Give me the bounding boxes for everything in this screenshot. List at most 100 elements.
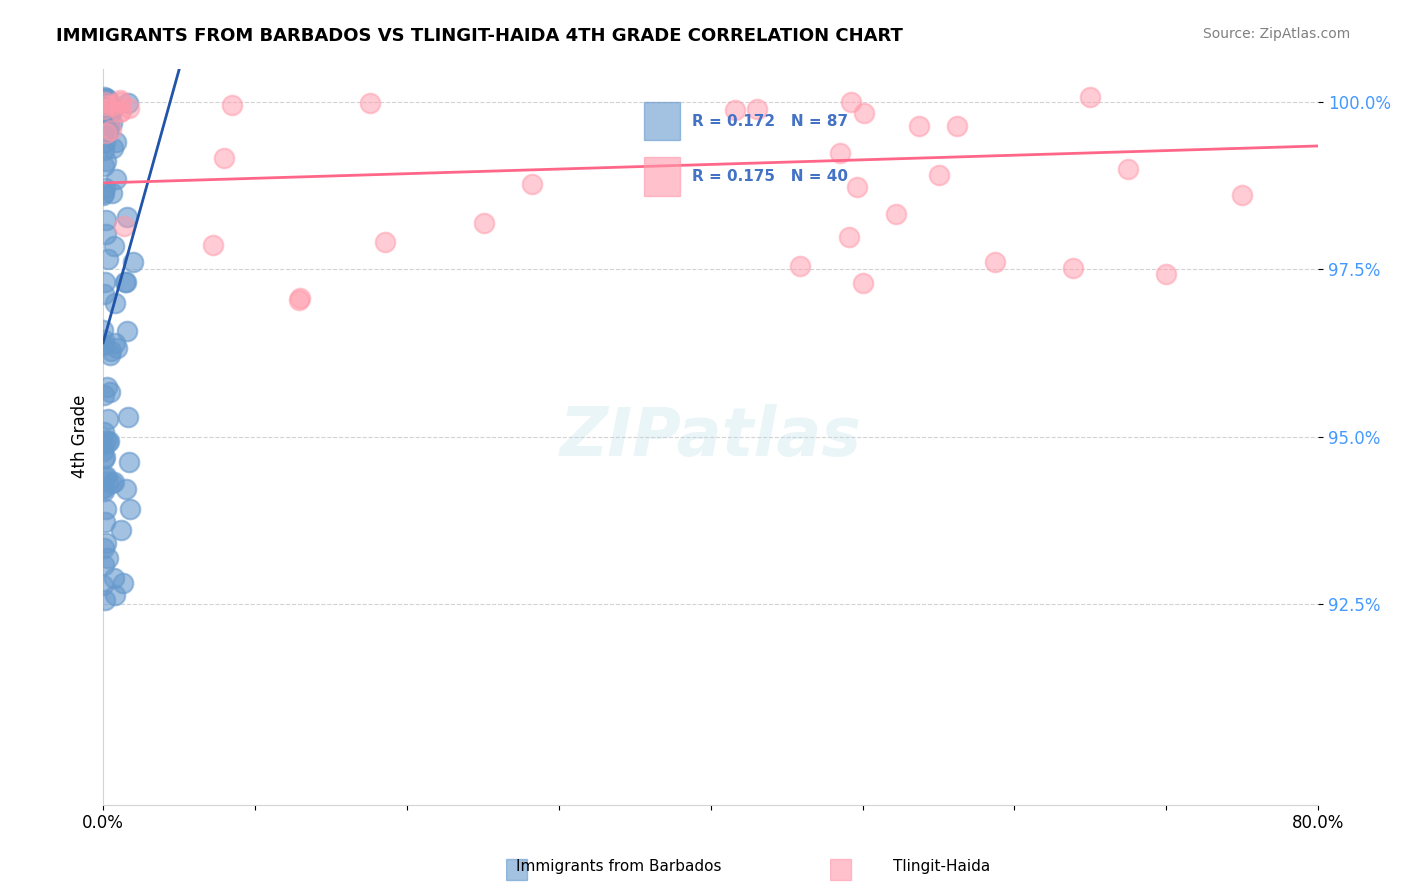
- blue: [91, 188, 114, 202]
- pink: [100, 122, 122, 136]
- blue: [94, 468, 117, 483]
- blue: [122, 255, 145, 269]
- blue: [117, 95, 139, 110]
- blue: [94, 91, 117, 105]
- blue: [103, 475, 125, 489]
- blue: [104, 589, 127, 603]
- pink: [110, 95, 132, 110]
- blue: [103, 141, 125, 155]
- blue: [93, 338, 115, 352]
- blue: [94, 593, 117, 607]
- blue: [98, 107, 121, 121]
- blue: [91, 322, 114, 336]
- blue: [98, 434, 121, 448]
- blue: [94, 117, 117, 131]
- blue: [94, 502, 117, 516]
- pink: [724, 103, 747, 117]
- blue: [117, 325, 139, 339]
- blue: [93, 388, 115, 402]
- blue: [94, 153, 117, 168]
- blue: [93, 558, 115, 572]
- blue: [100, 103, 122, 117]
- pink: [288, 293, 311, 307]
- Text: ZIPatlas: ZIPatlas: [560, 403, 862, 469]
- blue: [97, 474, 120, 488]
- pink: [118, 101, 141, 115]
- Y-axis label: 4th Grade: 4th Grade: [72, 395, 89, 478]
- blue: [94, 470, 117, 484]
- blue: [103, 571, 125, 585]
- pink: [1116, 161, 1139, 176]
- blue: [93, 541, 115, 555]
- blue: [94, 515, 117, 529]
- blue: [97, 124, 120, 138]
- pink: [108, 93, 131, 107]
- pink: [984, 255, 1007, 269]
- blue: [91, 113, 114, 128]
- blue: [93, 481, 115, 495]
- blue: [115, 482, 138, 496]
- pink: [852, 276, 875, 290]
- blue: [93, 90, 115, 104]
- pink: [110, 104, 132, 119]
- blue: [93, 103, 115, 118]
- blue: [91, 111, 114, 125]
- pink: [212, 152, 235, 166]
- blue: [93, 443, 115, 458]
- pink: [96, 98, 118, 112]
- blue: [96, 536, 118, 550]
- blue: [97, 551, 120, 566]
- blue: [118, 455, 141, 469]
- blue: [100, 384, 122, 399]
- blue: [96, 227, 118, 241]
- blue: [93, 100, 115, 114]
- Text: Source: ZipAtlas.com: Source: ZipAtlas.com: [1202, 27, 1350, 41]
- Text: Immigrants from Barbados: Immigrants from Barbados: [516, 859, 721, 874]
- pink: [96, 126, 118, 140]
- pink: [1080, 90, 1102, 104]
- blue: [93, 143, 115, 157]
- pink: [201, 237, 224, 252]
- blue: [96, 98, 118, 112]
- pink: [837, 230, 859, 244]
- blue: [104, 336, 127, 351]
- blue: [117, 409, 139, 424]
- blue: [110, 523, 132, 537]
- pink: [101, 98, 124, 112]
- blue: [94, 212, 117, 227]
- blue: [101, 116, 124, 130]
- blue: [93, 437, 115, 451]
- pink: [1062, 260, 1084, 275]
- blue: [93, 450, 115, 464]
- blue: [103, 239, 125, 253]
- blue: [101, 186, 124, 201]
- blue: [98, 348, 121, 362]
- blue: [94, 109, 117, 123]
- blue: [117, 210, 139, 224]
- blue: [93, 117, 115, 131]
- Text: IMMIGRANTS FROM BARBADOS VS TLINGIT-HAIDA 4TH GRADE CORRELATION CHART: IMMIGRANTS FROM BARBADOS VS TLINGIT-HAID…: [56, 27, 903, 45]
- pink: [221, 98, 243, 112]
- pink: [828, 145, 851, 160]
- pink: [853, 106, 876, 120]
- blue: [96, 379, 118, 393]
- blue: [93, 333, 115, 347]
- blue: [94, 275, 117, 289]
- blue: [91, 578, 114, 592]
- pink: [946, 119, 969, 133]
- blue: [93, 425, 115, 440]
- blue: [93, 159, 115, 173]
- blue: [97, 412, 120, 426]
- blue: [97, 95, 120, 109]
- blue: [94, 181, 117, 195]
- Text: Tlingit-Haida: Tlingit-Haida: [893, 859, 991, 874]
- pink: [839, 95, 862, 110]
- blue: [115, 275, 138, 289]
- blue: [100, 476, 122, 491]
- pink: [288, 291, 311, 305]
- blue: [93, 286, 115, 301]
- blue: [94, 136, 117, 150]
- FancyBboxPatch shape: [830, 859, 851, 880]
- pink: [520, 178, 543, 192]
- pink: [846, 180, 869, 194]
